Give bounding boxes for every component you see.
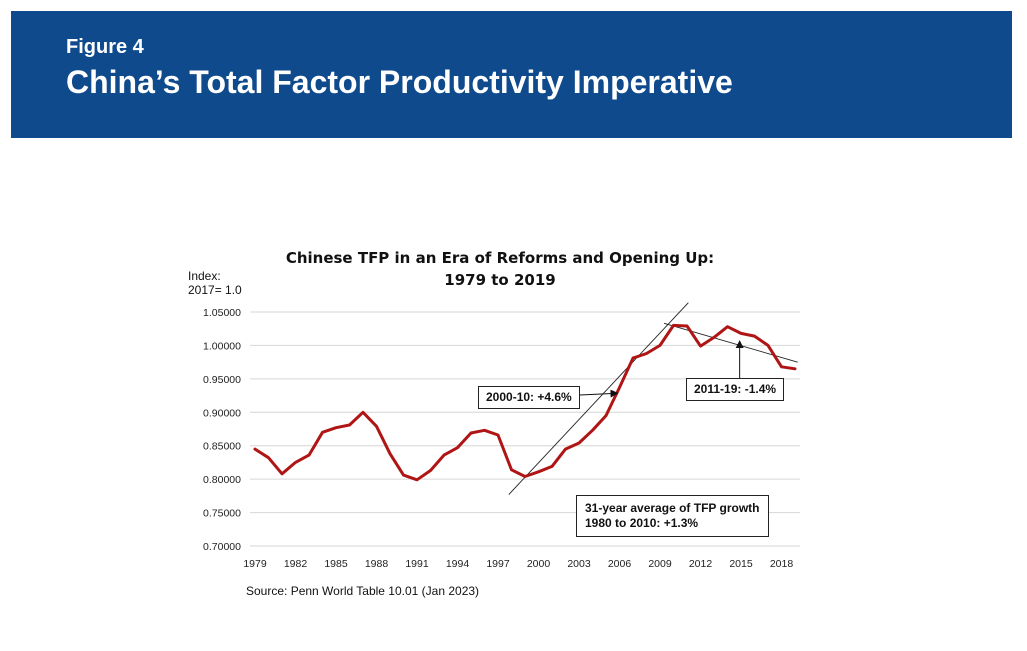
data-point xyxy=(483,429,486,432)
data-point xyxy=(361,411,365,414)
annotation-average-line2: 1980 to 2010: +1.3% xyxy=(585,516,699,530)
data-point xyxy=(388,452,392,455)
y-tick-label: 0.90000 xyxy=(203,407,241,419)
data-point xyxy=(253,447,257,451)
y-tick-label: 0.85000 xyxy=(203,441,241,453)
chart-title-line2: 1979 to 2019 xyxy=(444,271,556,289)
data-point xyxy=(645,352,648,355)
chart-title-line1: Chinese TFP in an Era of Reforms and Ope… xyxy=(285,249,715,267)
x-tick-label: 1985 xyxy=(324,558,348,570)
x-tick-label: 2006 xyxy=(608,558,632,570)
data-point xyxy=(321,431,324,434)
x-tick-label: 1979 xyxy=(243,558,267,570)
data-point xyxy=(402,473,405,477)
data-point xyxy=(496,433,500,437)
data-point xyxy=(739,332,743,335)
data-point xyxy=(793,367,797,371)
data-point xyxy=(348,423,351,427)
x-tick-labels: 1979 1982 1985 1988 1991 1994 1997 2000 2003 2006… xyxy=(243,558,793,570)
data-point xyxy=(591,429,594,432)
data-point xyxy=(685,324,689,328)
data-point xyxy=(267,456,270,459)
x-tick-label: 2012 xyxy=(689,558,713,570)
annotation-average-line1: 31-year average of TFP growth xyxy=(585,501,760,515)
x-tick-label: 1982 xyxy=(284,558,308,570)
figure-label: Figure 4 xyxy=(66,36,144,58)
annotation-average: 31-year average of TFP growth 1980 to 20… xyxy=(576,495,769,537)
data-point xyxy=(672,324,675,327)
trendline-1 xyxy=(508,302,689,495)
source-note: Source: Penn World Table 10.01 (Jan 2023… xyxy=(246,584,480,598)
data-point xyxy=(766,344,770,347)
y-tick-labels: 0.70000 0.75000 0.80000 0.85000 0.90000 0.950… xyxy=(203,307,241,553)
x-tick-label: 1994 xyxy=(446,558,470,570)
y-axis-label-line2: 2017= 1.0 xyxy=(188,283,242,297)
data-point xyxy=(429,469,432,472)
y-tick-label: 1.00000 xyxy=(203,340,241,352)
data-point xyxy=(577,441,581,445)
y-tick-label: 0.80000 xyxy=(203,474,241,486)
data-point xyxy=(726,325,729,328)
annotation-arrows xyxy=(579,340,744,398)
y-tick-label: 1.05000 xyxy=(203,307,241,319)
data-point xyxy=(780,365,783,369)
data-point xyxy=(442,453,446,457)
header-banner xyxy=(11,11,1012,138)
chart-title: Chinese TFP in an Era of Reforms and Ope… xyxy=(200,247,800,291)
data-point xyxy=(307,453,311,457)
data-point xyxy=(334,426,338,429)
data-point xyxy=(523,475,527,478)
data-point xyxy=(415,478,419,482)
figure-title: China’s Total Factor Productivity Impera… xyxy=(66,64,733,100)
data-point xyxy=(604,414,608,417)
x-tick-label: 1991 xyxy=(405,558,429,570)
x-tick-label: 1997 xyxy=(486,558,510,570)
data-point xyxy=(631,356,635,360)
y-axis-label-line1: Index: xyxy=(188,269,221,283)
data-point xyxy=(712,336,716,339)
data-point xyxy=(537,470,540,473)
x-tick-label: 2003 xyxy=(567,558,591,570)
data-point xyxy=(618,386,621,389)
x-tick-label: 2018 xyxy=(770,558,794,570)
annotation-2011-19: 2011-19: -1.4% xyxy=(686,378,785,401)
x-tick-label: 2009 xyxy=(648,558,672,570)
data-point xyxy=(753,334,756,338)
data-point xyxy=(550,465,554,468)
annotation-2000-10: 2000-10: +4.6% xyxy=(478,386,580,409)
y-tick-label: 0.95000 xyxy=(203,374,241,386)
y-tick-label: 0.75000 xyxy=(203,508,241,520)
annotation-arrow-2000-10 xyxy=(579,389,619,398)
data-point xyxy=(564,447,567,451)
data-point xyxy=(280,472,284,475)
data-point xyxy=(375,425,378,428)
y-axis-label: Index: 2017= 1.0 xyxy=(188,269,242,297)
x-tick-label: 1988 xyxy=(365,558,389,570)
tfp-series xyxy=(253,323,797,482)
data-point xyxy=(510,468,513,471)
y-tick-label: 0.70000 xyxy=(203,541,241,553)
data-point xyxy=(699,344,702,348)
data-point xyxy=(469,431,473,435)
data-point xyxy=(294,461,297,464)
data-point xyxy=(456,446,459,449)
data-point xyxy=(658,344,662,347)
x-tick-label: 2015 xyxy=(729,558,753,570)
x-tick-label: 2000 xyxy=(527,558,551,570)
